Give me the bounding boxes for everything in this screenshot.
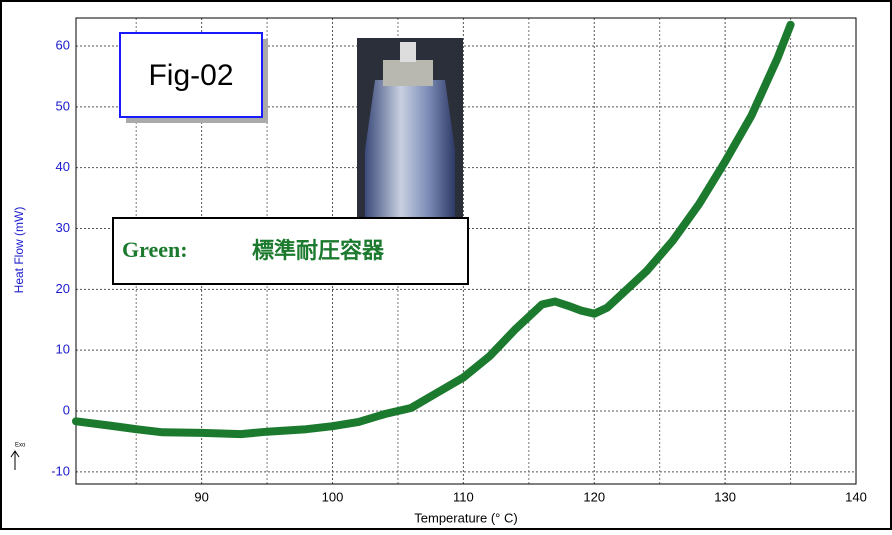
exo-label: Exo — [15, 443, 26, 449]
figure-label: Fig-02 — [148, 59, 233, 92]
photo — [357, 38, 463, 222]
x-axis-label: Temperature (° C) — [414, 510, 517, 525]
x-tick-label: 130 — [714, 489, 736, 504]
legend-label: 標準耐圧容器 — [252, 238, 385, 263]
y-tick-label: 30 — [56, 220, 70, 235]
y-tick-label: 40 — [56, 159, 70, 174]
y-tick-label: 10 — [56, 342, 70, 357]
y-tick-label: 50 — [56, 98, 70, 113]
x-tick-label: 110 — [453, 489, 474, 504]
legend-prefix: Green: — [122, 237, 188, 262]
x-tick-label: 140 — [845, 489, 867, 504]
x-tick-label: 90 — [194, 489, 208, 504]
y-axis-label: Heat Flow (mW) — [12, 207, 26, 294]
y-tick-label: 20 — [56, 281, 70, 296]
x-tick-label: 120 — [583, 489, 605, 504]
y-tick-label: 0 — [63, 402, 70, 417]
chart: Temperature (° C) Heat Flow (mW) Exo -10… — [0, 0, 892, 530]
y-tick-label: -10 — [51, 463, 70, 478]
y-tick-label: 60 — [56, 37, 70, 52]
x-tick-label: 100 — [322, 489, 344, 504]
